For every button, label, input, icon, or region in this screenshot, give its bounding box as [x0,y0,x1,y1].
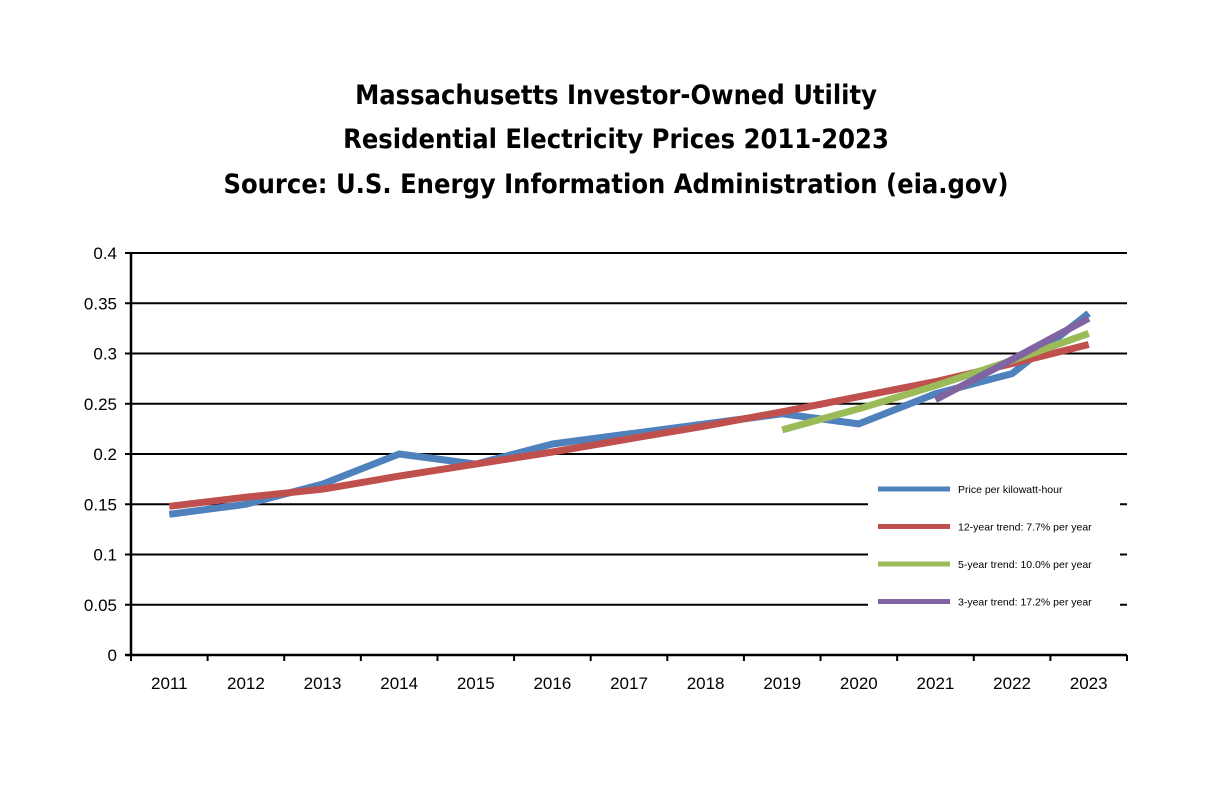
series-line-12-year-trend-7-7-per-year [168,341,1090,510]
x-tick-label: 2018 [687,674,725,693]
y-tick-label: 0.1 [93,546,117,565]
x-tick-label: 2013 [304,674,342,693]
chart-title: Massachusetts Investor-Owned Utility Res… [223,80,1008,200]
legend-label: Price per kilowatt-hour [958,484,1063,496]
legend: Price per kilowatt-hour 12-year trend: 7.… [868,472,1120,622]
y-tick-label: 0.4 [93,244,117,263]
chart-title-line-2: Residential Electricity Prices 2011-2023 [343,124,889,155]
series-line-price-per-kilowatt-hour [168,310,1091,518]
series-lines [168,310,1091,518]
x-tick-label: 2015 [457,674,495,693]
chart-title-line-1: Massachusetts Investor-Owned Utility [355,80,877,111]
x-tick-label: 2019 [763,674,801,693]
legend-label: 12-year trend: 7.7% per year [958,522,1092,534]
y-axis-ticks: 0 0.05 0.1 0.15 0.2 0.25 0.3 0.35 0.4 [84,244,131,665]
series-line-5-year-trend-10-0-per-year [781,330,1090,434]
legend-box [868,472,1120,622]
x-tick-label: 2017 [610,674,648,693]
x-axis-ticks: 2011 2012 2013 2014 2015 2016 2017 2018 2019 2020… [130,655,1128,693]
x-tick-label: 2023 [1070,674,1108,693]
y-tick-label: 0.15 [84,495,117,514]
y-tick-label: 0.2 [93,445,117,464]
gridlines [131,252,1127,606]
x-tick-label: 2016 [533,674,571,693]
chart-title-line-3: Source: U.S. Energy Information Administ… [223,169,1008,200]
y-tick-label: 0.05 [84,596,117,615]
y-tick-label: 0 [108,646,117,665]
legend-label: 3-year trend: 17.2% per year [958,597,1092,609]
y-tick-label: 0.35 [84,294,117,313]
y-tick-label: 0.25 [84,395,117,414]
x-tick-label: 2022 [993,674,1031,693]
legend-label: 5-year trend: 10.0% per year [958,559,1092,571]
x-tick-label: 2012 [227,674,265,693]
x-tick-label: 2020 [840,674,878,693]
x-tick-label: 2014 [380,674,418,693]
x-tick-label: 2011 [151,674,188,693]
series-line-3-year-trend-17-2-per-year [933,315,1091,403]
x-tick-label: 2021 [917,674,955,693]
y-tick-label: 0.3 [93,345,117,364]
